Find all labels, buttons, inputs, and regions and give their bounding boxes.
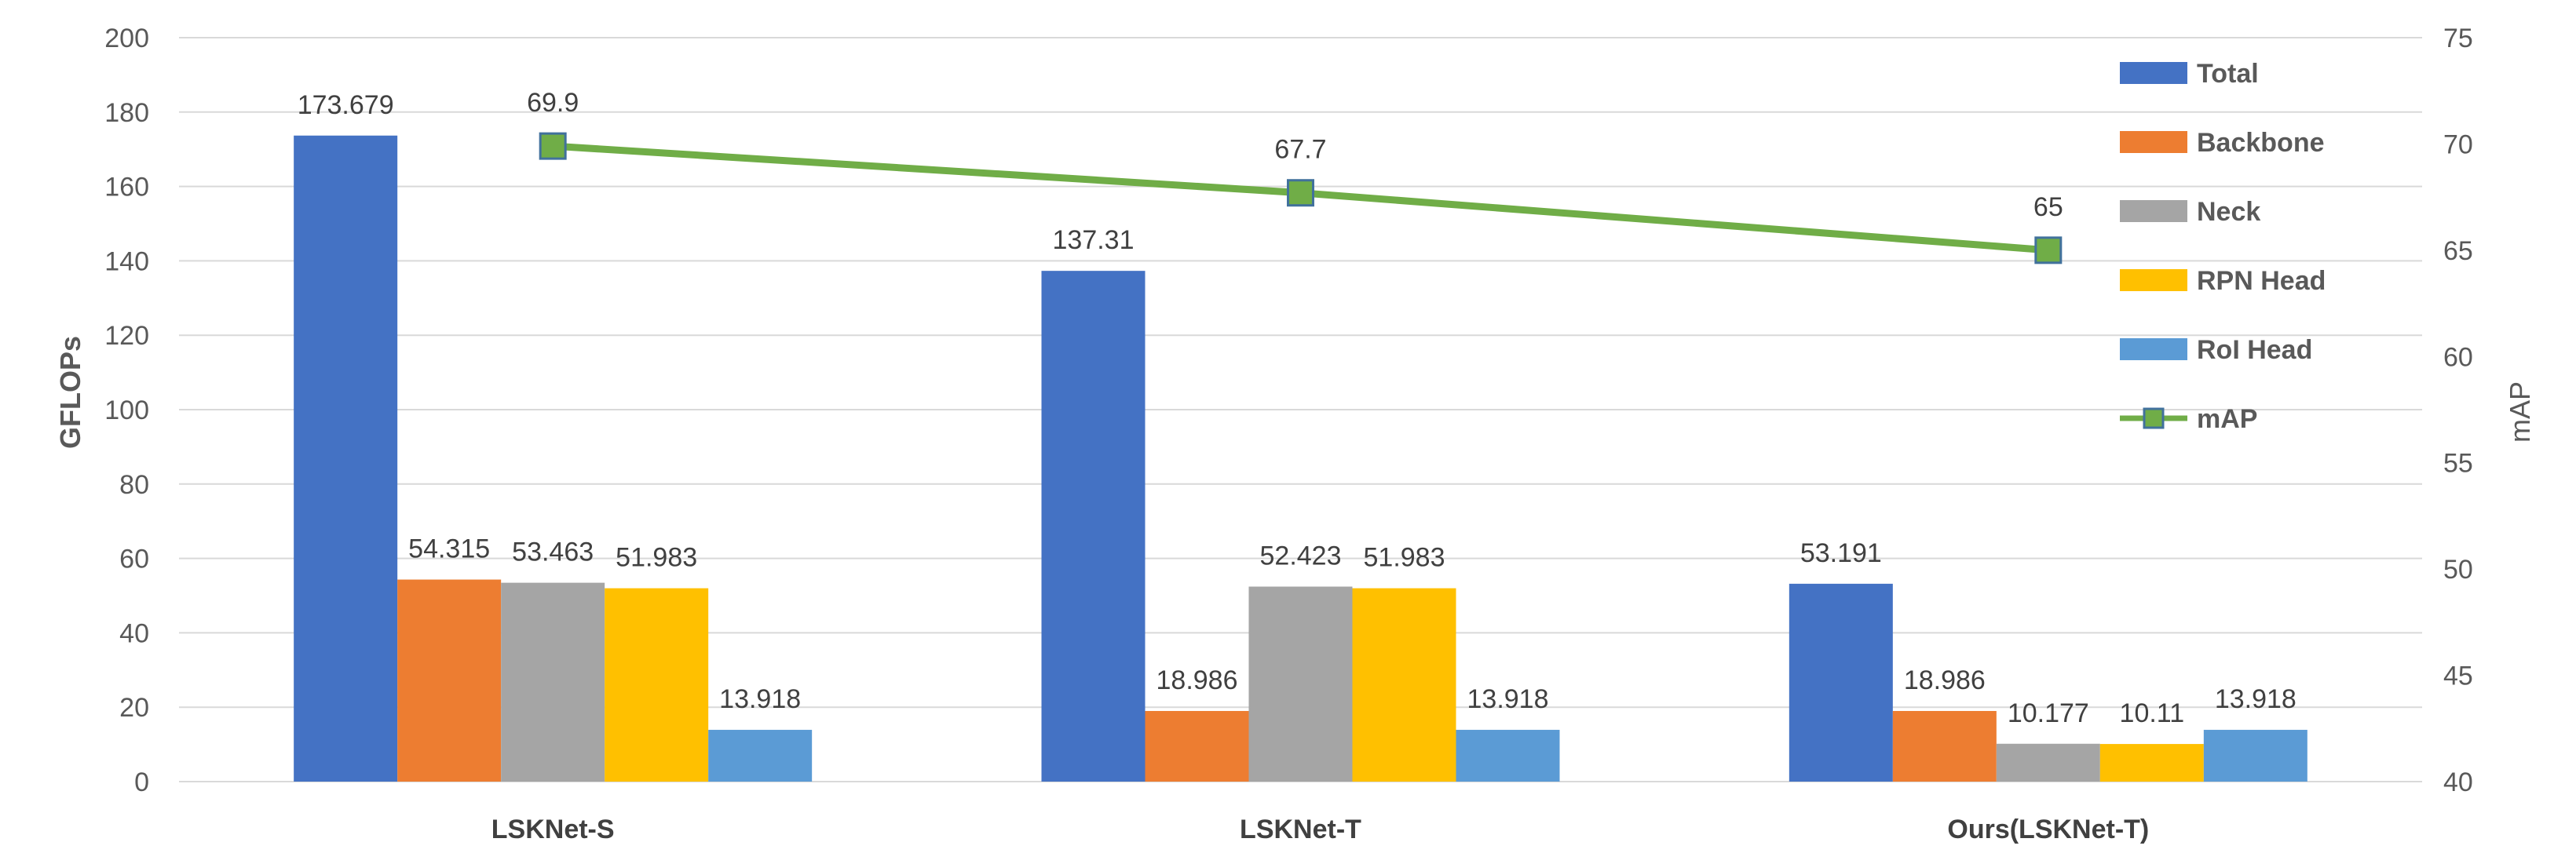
y2-tick-label: 50 <box>2443 555 2473 585</box>
y-tick-label: 20 <box>119 693 149 723</box>
y2-tick-label: 70 <box>2443 129 2473 159</box>
bar-value-label: 137.31 <box>1053 225 1135 255</box>
bar-rpn-head <box>1352 588 1456 782</box>
legend-swatch <box>2120 269 2187 291</box>
y-tick-label: 200 <box>104 24 149 53</box>
y-axis-title: GFLOPs <box>54 336 86 449</box>
bar-roi-head <box>2203 730 2307 782</box>
map-value-label: 69.9 <box>527 88 579 118</box>
bar-total <box>1789 583 1893 782</box>
legend-label: mAP <box>2197 404 2257 434</box>
y-tick-label: 80 <box>119 470 149 500</box>
y-tick-label: 140 <box>104 246 149 276</box>
y2-tick-label: 75 <box>2443 24 2473 53</box>
bar-backbone <box>1145 711 1249 782</box>
bar-value-label: 51.983 <box>1364 543 1445 573</box>
bar-roi-head <box>1456 730 1560 782</box>
bar-value-label: 54.315 <box>408 534 490 564</box>
y2-tick-label: 55 <box>2443 449 2473 479</box>
y2-tick-label: 45 <box>2443 662 2473 691</box>
bar-value-label: 10.11 <box>2120 698 2185 728</box>
category-labels: LSKNet-S LSKNet-T Ours(LSKNet-T) <box>491 815 2150 844</box>
bar-value-label: 18.986 <box>1904 665 1986 695</box>
bar-rpn-head <box>2099 744 2204 782</box>
bar-value-label: 13.918 <box>1467 684 1549 714</box>
y-tick-label: 100 <box>104 396 149 425</box>
y2-axis-title: mAP <box>2504 381 2536 443</box>
bar-neck <box>1996 743 2100 782</box>
bar-value-label: 13.918 <box>2215 684 2296 714</box>
legend-marker-swatch <box>2143 407 2165 429</box>
y2-tick-label: 65 <box>2443 236 2473 266</box>
bar-total <box>1041 271 1145 782</box>
y-axis-left: 0 20 40 60 80 100 120 140 160 180 200 <box>104 24 149 797</box>
legend-label: Total <box>2197 59 2259 89</box>
bar-value-label: 13.918 <box>719 684 801 714</box>
category-label: Ours(LSKNet-T) <box>1947 815 2149 844</box>
map-marker <box>539 132 567 160</box>
map-marker <box>1287 179 1314 207</box>
bar-backbone <box>397 579 502 782</box>
bars <box>294 135 2307 782</box>
bar-roi-head <box>708 730 813 782</box>
bar-value-label: 173.679 <box>298 90 394 120</box>
category-label: LSKNet-S <box>491 815 615 844</box>
legend-label: RoI Head <box>2197 335 2312 365</box>
y2-tick-label: 60 <box>2443 342 2473 372</box>
category-label: LSKNet-T <box>1240 815 1361 844</box>
bar-neck <box>1248 586 1353 782</box>
data-labels: 173.679 54.315 53.463 51.983 13.918 137.31 18.… <box>298 88 2296 728</box>
legend-label: RPN Head <box>2197 266 2326 296</box>
bar-value-label: 10.177 <box>2008 698 2089 728</box>
bar-value-label: 18.986 <box>1156 665 1238 695</box>
map-value-label: 65 <box>2033 192 2063 222</box>
y-tick-label: 60 <box>119 545 149 574</box>
legend-label: Neck <box>2197 197 2260 227</box>
y-tick-label: 40 <box>119 618 149 648</box>
bar-neck <box>501 582 605 782</box>
legend-swatch <box>2120 338 2187 360</box>
map-value-label: 67.7 <box>1274 135 1326 165</box>
bar-backbone <box>1892 711 1997 782</box>
legend: Total Backbone Neck RPN Head RoI Head mAP <box>2120 59 2326 434</box>
legend-swatch <box>2120 200 2187 222</box>
bar-value-label: 53.463 <box>512 538 594 567</box>
bar-value-label: 53.191 <box>1800 538 1882 568</box>
legend-label: Backbone <box>2197 128 2325 158</box>
bar-rpn-head <box>605 588 709 782</box>
y2-tick-label: 40 <box>2443 767 2473 797</box>
map-marker <box>2034 236 2063 264</box>
y-tick-label: 0 <box>134 767 149 797</box>
legend-swatch <box>2120 62 2187 84</box>
bar-value-label: 52.423 <box>1260 541 1342 571</box>
map-line <box>539 132 2063 264</box>
y-axis-right: 40 45 50 55 60 65 70 75 <box>2443 24 2473 797</box>
legend-swatch <box>2120 131 2187 153</box>
bar-total <box>294 135 398 782</box>
y-tick-label: 160 <box>104 173 149 202</box>
bar-value-label: 51.983 <box>616 543 697 573</box>
y-tick-label: 180 <box>104 98 149 128</box>
y-tick-label: 120 <box>104 321 149 351</box>
